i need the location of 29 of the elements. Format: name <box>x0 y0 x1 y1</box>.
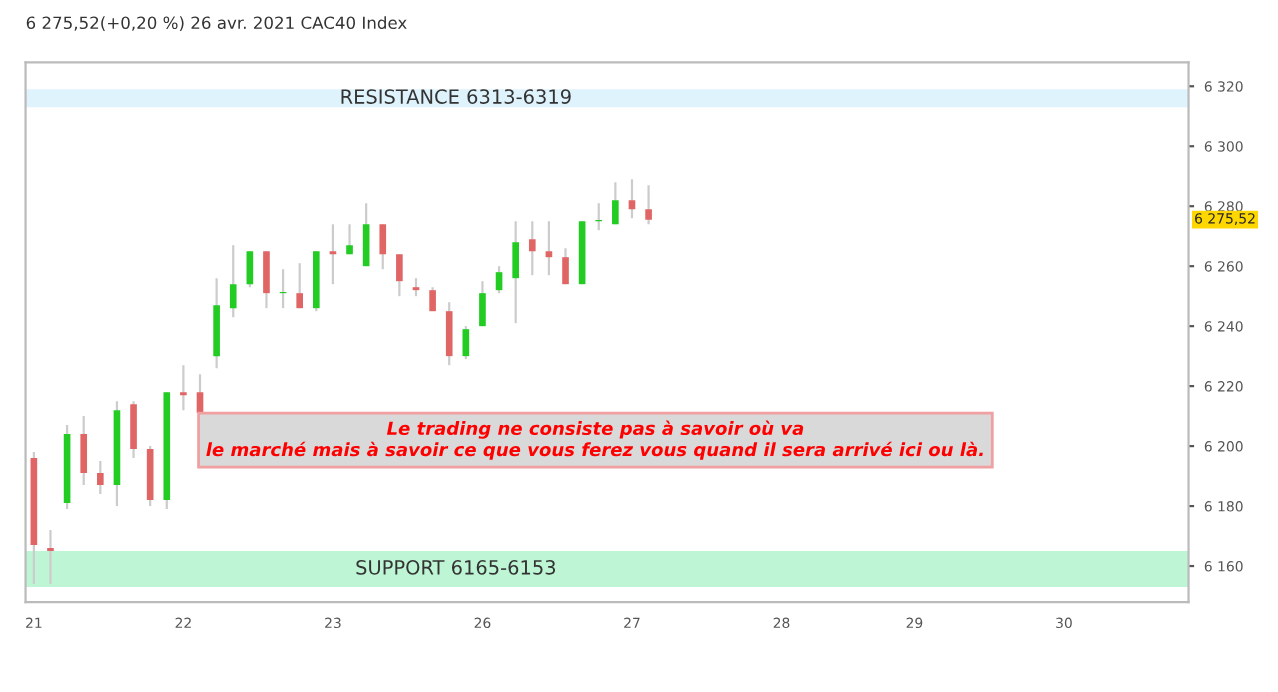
band-label: RESISTANCE 6313-6319 <box>341 89 571 104</box>
annotation: Le trading ne consiste pas à savoir où va le marché mais à savoir ce que vous ferez vous quand il sera arrivé ici ou là. <box>206 420 983 460</box>
candlestick <box>612 181 619 226</box>
candlestick <box>562 247 569 286</box>
candlestick <box>645 184 652 226</box>
candlestick <box>528 220 536 277</box>
candlestick <box>329 223 337 286</box>
candlestick <box>229 244 237 319</box>
candlestick <box>479 280 486 328</box>
candlestick <box>80 415 88 487</box>
candlestick <box>47 528 54 586</box>
candlestick <box>296 262 304 310</box>
candlestick <box>246 250 254 289</box>
candlestick <box>379 223 387 271</box>
candlestick <box>97 459 104 496</box>
candlestick <box>512 220 519 325</box>
chart-title: 6 275,52(+0,20 %) 26 avr. 2021 CAC40 Index <box>26 16 407 32</box>
candlestick <box>362 202 370 268</box>
candlestick <box>396 253 403 298</box>
candlestick <box>545 220 553 277</box>
candlestick <box>263 250 270 310</box>
band-label: SUPPORT 6165-6153 <box>356 559 556 575</box>
candlestick <box>495 265 503 295</box>
candlestick <box>180 364 187 412</box>
candlestick <box>346 223 353 256</box>
candlestick <box>628 178 636 220</box>
candlestick <box>462 325 470 361</box>
candlestick <box>445 301 453 367</box>
candlestick <box>130 400 137 460</box>
